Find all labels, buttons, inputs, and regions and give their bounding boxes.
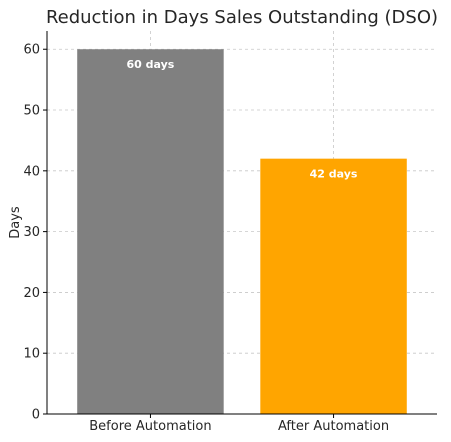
- y-tick-label-50: 50: [23, 104, 40, 119]
- data-labels: 60 days 42 days: [127, 58, 358, 180]
- x-tick-label-1: After Automation: [278, 419, 389, 434]
- data-label-0: 60 days: [127, 58, 175, 71]
- bar-1: [260, 158, 407, 414]
- x-tick-label-0: Before Automation: [89, 419, 211, 434]
- x-axis-ticks: Before Automation After Automation: [89, 414, 389, 434]
- y-tick-label-10: 10: [23, 347, 40, 362]
- y-tick-label-20: 20: [23, 286, 40, 301]
- chart-title: Reduction in Days Sales Outstanding (DSO…: [46, 7, 438, 28]
- data-label-1: 42 days: [310, 168, 358, 181]
- y-tick-label-40: 40: [23, 164, 40, 179]
- y-tick-label-30: 30: [23, 225, 40, 240]
- y-axis-label: Days: [8, 206, 23, 239]
- y-tick-label-60: 60: [23, 43, 40, 58]
- y-axis-ticks: 0 10 20 30 40 50 60: [23, 43, 47, 423]
- bar-0: [77, 49, 224, 414]
- bars: [77, 49, 407, 414]
- axes: [46, 31, 437, 415]
- y-tick-label-0: 0: [32, 408, 40, 423]
